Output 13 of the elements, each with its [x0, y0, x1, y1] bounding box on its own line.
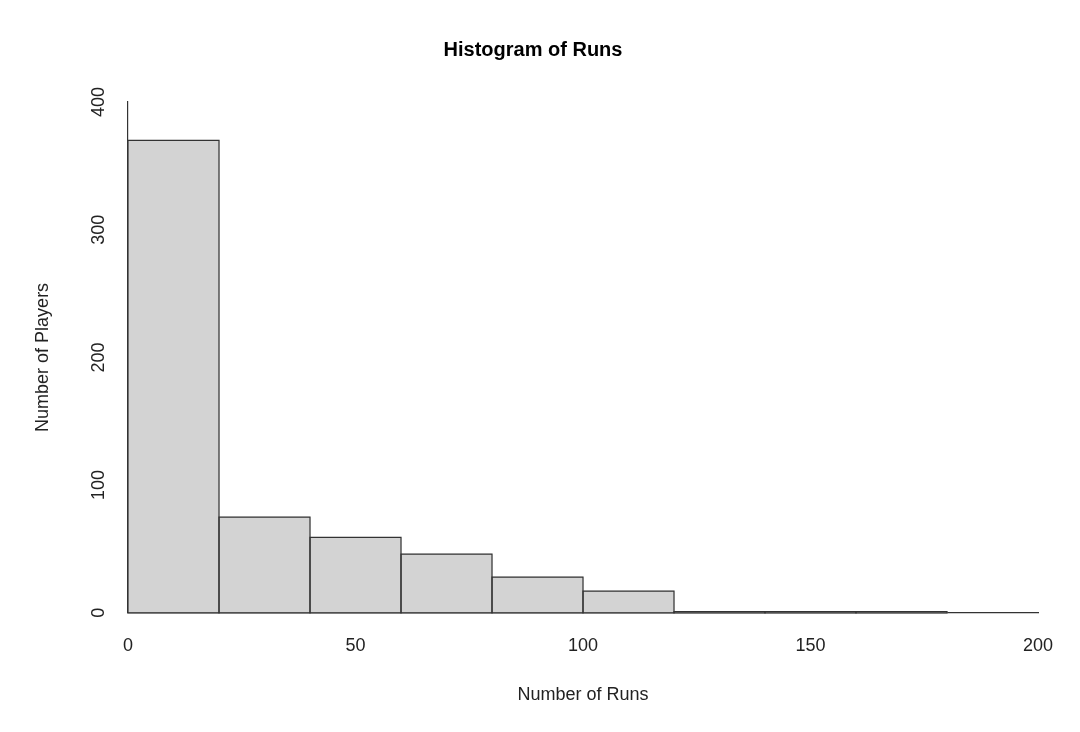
y-tick-label: 0	[87, 607, 108, 618]
chart-title: Histogram of Runs	[443, 37, 623, 60]
x-tick-label: 0	[122, 634, 134, 655]
y-tick-label: 300	[87, 214, 108, 245]
x-tick-label: 100	[567, 634, 599, 655]
x-axis-title: Number of Runs	[517, 684, 649, 705]
y-tick-label: 100	[87, 470, 108, 501]
x-tick-label: 150	[795, 634, 826, 655]
y-tick-label: 400	[87, 86, 108, 118]
y-tick-label: 200	[87, 342, 108, 373]
y-axis-title: Number of Players	[31, 282, 52, 432]
x-tick-label: 50	[345, 634, 366, 655]
x-tick-label: 200	[1022, 634, 1054, 655]
